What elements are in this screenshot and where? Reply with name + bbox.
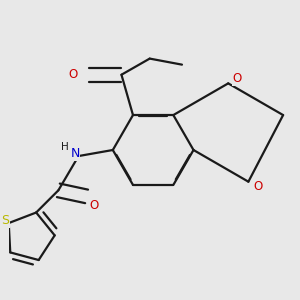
Text: N: N: [70, 147, 80, 160]
Text: S: S: [1, 214, 9, 227]
Text: O: O: [68, 68, 78, 81]
Text: O: O: [233, 72, 242, 85]
Text: O: O: [253, 180, 262, 193]
Text: H: H: [61, 142, 69, 152]
Text: O: O: [89, 199, 98, 212]
